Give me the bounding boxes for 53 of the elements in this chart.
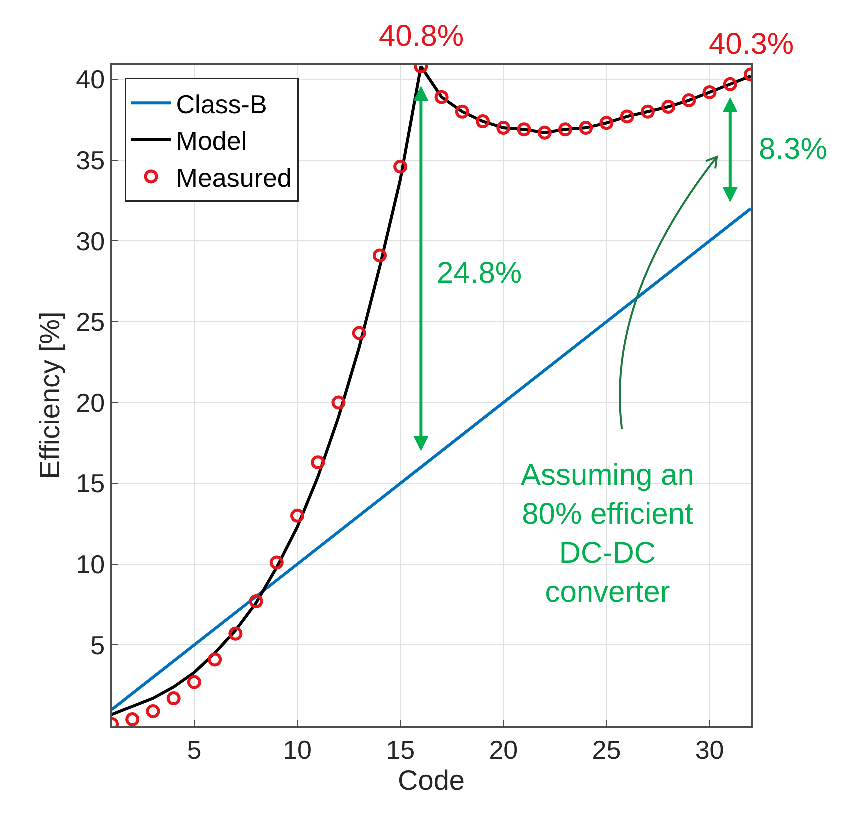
point: [723, 77, 738, 92]
point: [682, 94, 696, 108]
y-tick-label: 40: [76, 64, 106, 95]
point: [579, 121, 594, 136]
x-axis-title: Code: [398, 764, 465, 796]
annotation: Assuming an 80% efficient DC-DC converter: [521, 459, 694, 609]
point: [620, 110, 634, 124]
legend-label: Class-B: [176, 89, 268, 120]
y-tick-label: 20: [76, 388, 106, 418]
point: [146, 704, 160, 718]
y-tick-label: 25: [76, 307, 106, 338]
point: [538, 126, 552, 140]
y-tick-label: 10: [76, 549, 106, 580]
point: [640, 104, 655, 119]
point: [290, 508, 305, 523]
x-tick-label: 20: [489, 734, 518, 765]
point: [600, 116, 614, 130]
y-tick-label: 5: [90, 630, 106, 660]
annotation: 40.8%: [379, 20, 464, 53]
point: [249, 594, 264, 609]
legend-label: Measured: [176, 162, 292, 193]
point: [702, 85, 717, 100]
point: [434, 90, 449, 104]
annotation: 24.8%: [437, 257, 522, 290]
point: [126, 712, 140, 726]
point: [476, 114, 490, 129]
y-tick-label: 15: [76, 468, 106, 499]
point: [352, 326, 366, 340]
legend-label: Model: [176, 126, 248, 156]
point: [496, 121, 511, 136]
y-tick-label: 35: [76, 145, 106, 176]
text: 8.3%: [759, 133, 828, 166]
point: [270, 556, 284, 570]
point: [662, 100, 676, 114]
point: [208, 652, 222, 667]
point: [311, 456, 326, 470]
x-tick-label: 10: [283, 734, 312, 765]
point: [332, 396, 346, 410]
y-tick-label: 30: [76, 226, 106, 256]
x-tick-label: 30: [695, 734, 724, 765]
x-tick-label: 15: [386, 734, 416, 765]
point: [166, 692, 181, 706]
point: [394, 160, 408, 174]
x-tick-label: 25: [592, 734, 622, 765]
point: [558, 122, 572, 137]
point: [372, 248, 387, 263]
y-axis-title: Efficiency [%]: [34, 312, 66, 480]
x-tick-label: 5: [187, 734, 202, 765]
point: [517, 122, 532, 137]
point: [187, 675, 202, 690]
point: [455, 104, 470, 119]
annotation: 40.3%: [709, 28, 794, 61]
point: [228, 626, 243, 641]
